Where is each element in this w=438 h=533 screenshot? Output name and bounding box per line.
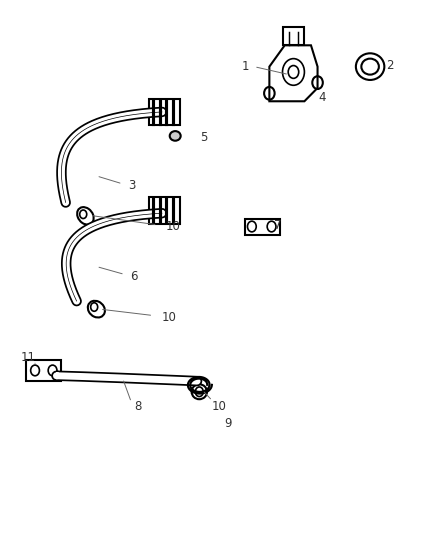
Text: 8: 8 bbox=[134, 400, 141, 413]
Ellipse shape bbox=[170, 131, 180, 141]
Text: 11: 11 bbox=[21, 351, 36, 364]
Text: 2: 2 bbox=[386, 59, 394, 71]
Text: 9: 9 bbox=[224, 417, 232, 430]
Text: 5: 5 bbox=[200, 131, 207, 144]
Text: 10: 10 bbox=[166, 220, 180, 233]
Text: 4: 4 bbox=[318, 91, 326, 103]
Text: 7: 7 bbox=[274, 219, 282, 232]
Text: 10: 10 bbox=[161, 311, 176, 324]
Text: 10: 10 bbox=[212, 400, 226, 413]
Text: 3: 3 bbox=[128, 179, 135, 192]
Text: 6: 6 bbox=[130, 270, 138, 282]
Text: 1: 1 bbox=[241, 60, 249, 73]
